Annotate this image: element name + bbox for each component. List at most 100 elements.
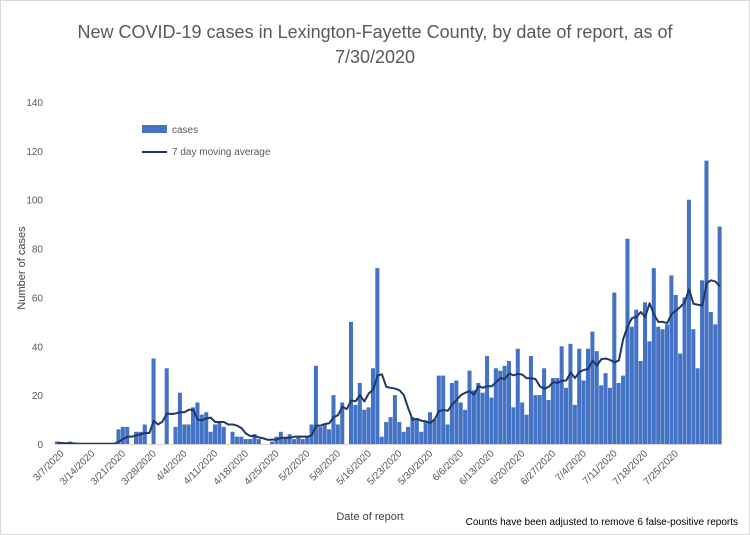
bar <box>296 436 301 444</box>
bar <box>195 402 200 444</box>
bar <box>691 329 696 444</box>
bar <box>449 382 454 444</box>
bar <box>199 414 204 444</box>
bar-series <box>55 160 722 444</box>
bar <box>585 348 591 444</box>
bar <box>362 409 367 444</box>
bar <box>375 268 380 444</box>
bar <box>164 368 169 444</box>
bar <box>217 422 222 444</box>
bar <box>300 439 305 444</box>
bar <box>713 324 718 444</box>
bar <box>669 275 674 444</box>
x-axis-label: Date of report <box>336 511 404 523</box>
bar <box>230 431 235 444</box>
bar <box>612 292 617 444</box>
bar <box>182 424 187 444</box>
bar <box>239 436 244 444</box>
bar <box>186 424 191 444</box>
bar <box>634 309 639 444</box>
bar <box>142 424 147 444</box>
bar <box>248 439 253 444</box>
y-tick-label: 20 <box>32 391 44 402</box>
bar <box>151 358 156 444</box>
bar <box>357 382 362 444</box>
bar <box>287 434 292 444</box>
bar <box>366 407 371 444</box>
bar <box>55 441 60 444</box>
bar <box>581 380 586 444</box>
bar <box>700 280 705 444</box>
bar <box>599 385 604 444</box>
bar <box>177 392 182 444</box>
x-axis-ticks: 3/7/20203/14/20203/21/20203/28/20204/4/2… <box>31 444 722 488</box>
bar <box>656 326 661 444</box>
bar <box>616 382 621 444</box>
bar <box>291 439 296 444</box>
bar <box>506 360 512 444</box>
bar <box>340 402 345 444</box>
bar <box>414 419 419 444</box>
bar <box>511 407 516 444</box>
bar <box>682 297 687 444</box>
y-tick-label: 80 <box>32 245 44 256</box>
bar <box>388 417 393 444</box>
x-tick-label: 5/2/2020 <box>277 448 313 484</box>
bar <box>664 324 669 444</box>
bar <box>125 426 130 444</box>
bar <box>660 329 665 444</box>
bar <box>524 414 529 444</box>
bar <box>397 422 402 444</box>
legend-label-cases: cases <box>172 125 198 136</box>
y-tick-label: 120 <box>26 147 43 158</box>
bar <box>533 395 538 444</box>
y-tick-label: 100 <box>26 196 43 207</box>
bar <box>335 424 340 444</box>
bar <box>427 412 433 444</box>
line-series <box>57 279 721 445</box>
y-tick-label: 0 <box>37 440 43 451</box>
bar <box>467 370 472 444</box>
bar <box>485 356 490 444</box>
bar <box>647 341 652 444</box>
bar <box>212 424 218 444</box>
bar <box>520 402 525 444</box>
bar <box>379 436 384 444</box>
bar <box>120 426 125 444</box>
bar <box>704 160 709 444</box>
bar <box>353 404 358 444</box>
bar <box>550 378 555 444</box>
bar <box>621 375 626 444</box>
y-tick-label: 140 <box>26 98 43 109</box>
bar <box>476 382 481 444</box>
bar <box>419 431 424 444</box>
bar <box>370 368 375 444</box>
bar <box>577 348 582 444</box>
bar <box>559 346 564 444</box>
moving-average-line <box>57 279 721 445</box>
bar <box>528 356 533 444</box>
bar <box>401 431 406 444</box>
bar <box>270 441 275 444</box>
bar <box>384 422 389 444</box>
bar <box>651 268 656 444</box>
bar <box>243 439 248 444</box>
bar <box>208 431 213 444</box>
bar <box>463 409 468 444</box>
bar <box>204 412 209 444</box>
bar <box>673 294 678 444</box>
bar <box>502 365 507 444</box>
footnote: Counts have been adjusted to remove 6 fa… <box>465 517 738 528</box>
bar <box>607 387 612 444</box>
bar <box>410 417 415 444</box>
bar <box>349 321 354 444</box>
bar <box>331 395 336 444</box>
bar <box>555 378 560 444</box>
bar <box>252 434 257 444</box>
chart-title: New COVID-19 cases in Lexington-Fayette … <box>77 22 673 67</box>
bar <box>625 238 630 444</box>
bar <box>436 375 441 444</box>
bar <box>643 302 648 444</box>
legend: cases 7 day moving average <box>142 125 271 158</box>
bar <box>471 390 476 444</box>
